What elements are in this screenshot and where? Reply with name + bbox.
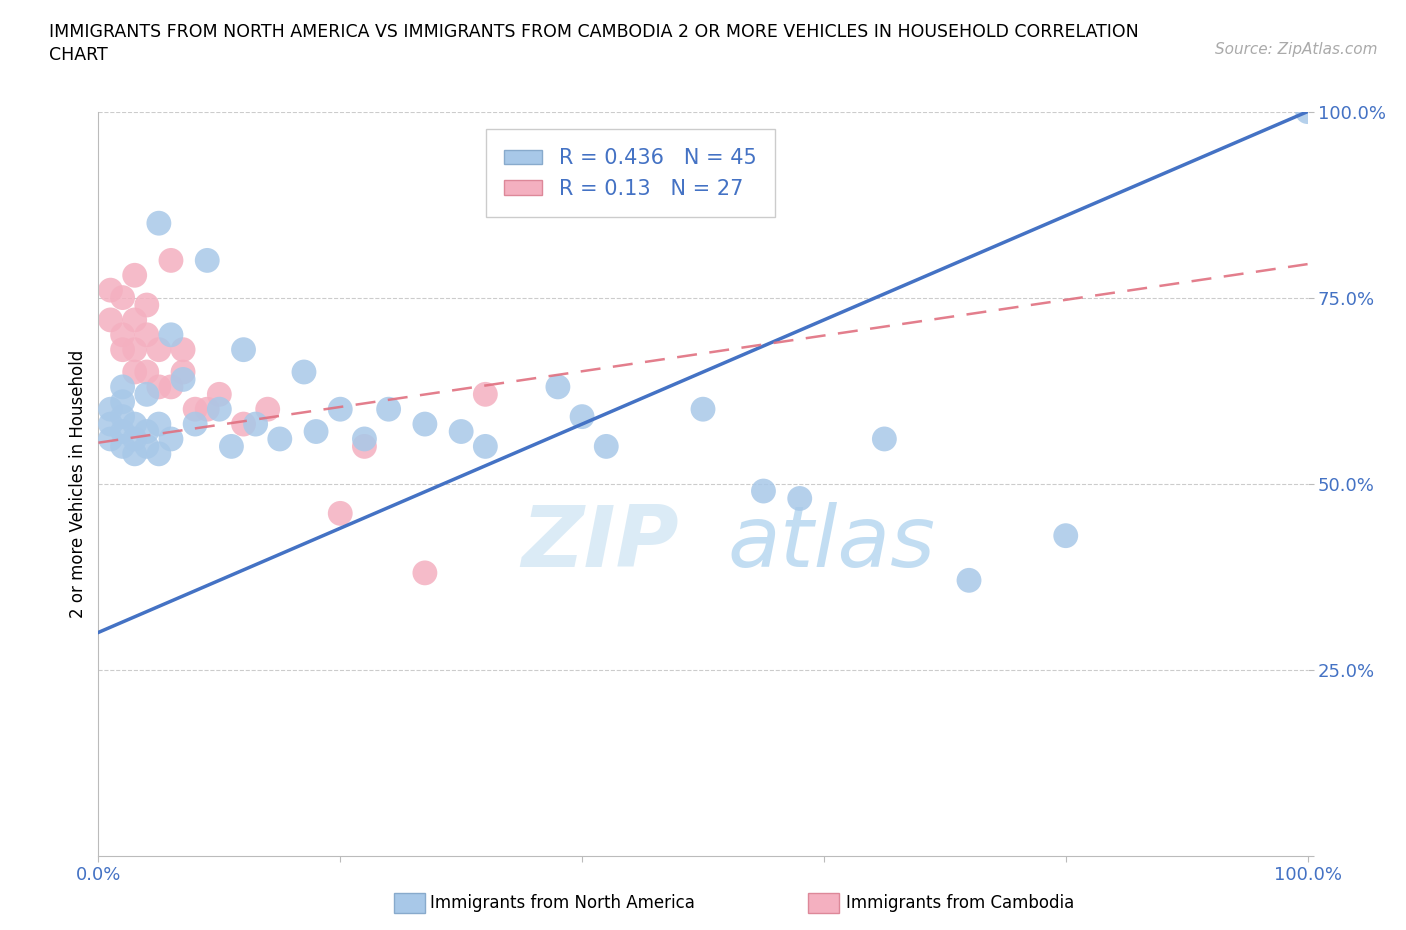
Text: atlas: atlas [727,501,935,585]
Point [752,484,775,498]
Point [135,424,157,439]
Point [135,327,157,342]
Point [172,372,194,387]
Point [160,379,183,394]
Point [474,387,496,402]
Point [1054,528,1077,543]
Point [957,573,980,588]
Point [100,417,122,432]
Text: Immigrants from North America: Immigrants from North America [430,894,695,912]
Point [413,565,436,580]
Point [245,417,267,432]
Point [100,432,122,446]
Point [111,290,134,305]
Point [232,342,254,357]
Point [148,342,170,357]
Point [547,379,569,394]
Point [111,439,134,454]
Point [232,417,254,432]
Point [124,446,146,461]
Point [124,312,146,327]
Text: Immigrants from Cambodia: Immigrants from Cambodia [846,894,1074,912]
Point [124,342,146,357]
Point [148,417,170,432]
Point [474,439,496,454]
Point [172,342,194,357]
Point [172,365,194,379]
Point [135,387,157,402]
Point [124,432,146,446]
Point [329,402,352,417]
Point [1296,104,1319,119]
Point [111,342,134,357]
Point [148,446,170,461]
Text: CHART: CHART [49,46,108,64]
Point [100,312,122,327]
Point [692,402,714,417]
Text: ZIP: ZIP [522,501,679,585]
Point [413,417,436,432]
Point [111,424,134,439]
Point [353,432,375,446]
Point [160,432,183,446]
Text: IMMIGRANTS FROM NORTH AMERICA VS IMMIGRANTS FROM CAMBODIA 2 OR MORE VEHICLES IN : IMMIGRANTS FROM NORTH AMERICA VS IMMIGRA… [49,23,1139,41]
Legend: R = 0.436   N = 45, R = 0.13   N = 27: R = 0.436 N = 45, R = 0.13 N = 27 [485,129,775,218]
Point [160,253,183,268]
Point [124,268,146,283]
Point [148,216,170,231]
Point [111,327,134,342]
Point [195,402,218,417]
Point [184,402,207,417]
Point [124,365,146,379]
Point [221,439,243,454]
Point [148,379,170,394]
Point [111,379,134,394]
Point [111,409,134,424]
Point [329,506,352,521]
Point [269,432,291,446]
Point [305,424,328,439]
Y-axis label: 2 or more Vehicles in Household: 2 or more Vehicles in Household [69,350,87,618]
Point [595,439,617,454]
Point [135,439,157,454]
Point [135,298,157,312]
Point [208,387,231,402]
Point [292,365,315,379]
Point [100,283,122,298]
Text: Source: ZipAtlas.com: Source: ZipAtlas.com [1215,42,1378,57]
Point [450,424,472,439]
Point [377,402,399,417]
Point [789,491,811,506]
Point [195,253,218,268]
Point [124,417,146,432]
Point [571,409,593,424]
Point [873,432,896,446]
Point [256,402,278,417]
Point [353,439,375,454]
Point [160,327,183,342]
Point [135,365,157,379]
Point [184,417,207,432]
Point [100,402,122,417]
Point [208,402,231,417]
Point [111,394,134,409]
